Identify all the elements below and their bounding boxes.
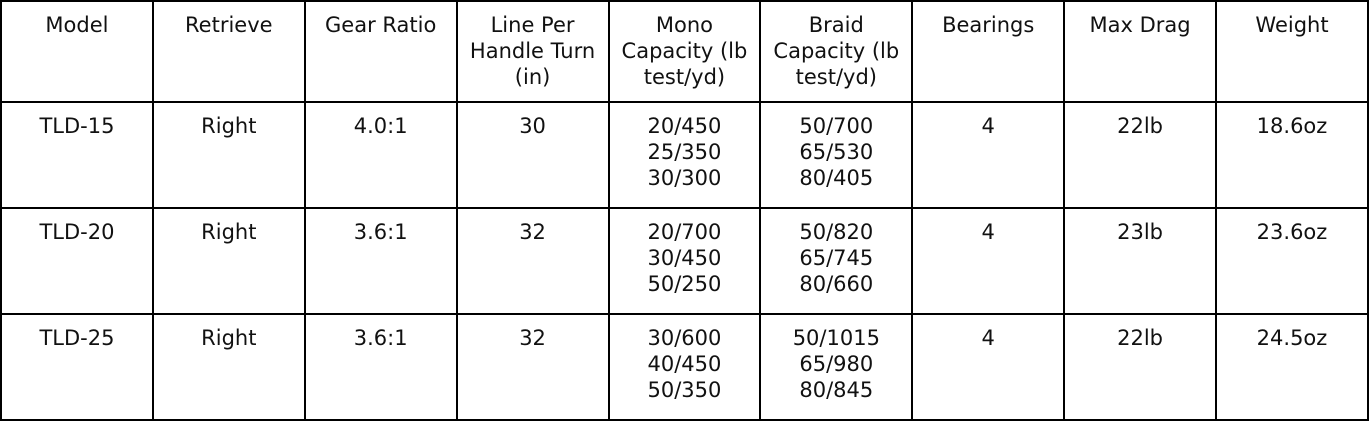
table-cell: TLD-25 xyxy=(0,313,154,421)
cell-line: 65/980 xyxy=(799,352,874,376)
table-row: TLD-20 Right 3.6:1 32 20/700 30/450 50/250 50/8… xyxy=(0,207,1369,315)
cell-line: Right xyxy=(201,114,257,138)
table-cell: 23lb xyxy=(1063,207,1217,315)
cell-line: 4 xyxy=(981,114,995,138)
table-cell: 24.5oz xyxy=(1215,313,1369,421)
cell-line: 65/530 xyxy=(799,140,874,164)
table-cell: 32 xyxy=(455,207,610,315)
cell-line: 3.6:1 xyxy=(353,326,408,350)
cell-line: 4 xyxy=(981,326,995,350)
table-cell: 23.6oz xyxy=(1215,207,1369,315)
cell-line: 3.6:1 xyxy=(353,220,408,244)
table-cell: 50/1015 65/980 80/845 xyxy=(759,313,914,421)
column-header: Weight xyxy=(1215,0,1369,103)
table-cell: 50/820 65/745 80/660 xyxy=(759,207,914,315)
column-header: Model xyxy=(0,0,154,103)
cell-line: Right xyxy=(201,220,257,244)
table-cell: 4 xyxy=(911,207,1066,315)
column-header: Bearings xyxy=(911,0,1066,103)
table-cell: 22lb xyxy=(1063,101,1217,209)
table-row: TLD-15 Right 4.0:1 30 20/450 25/350 30/300 50/7… xyxy=(0,101,1369,209)
cell-line: 50/820 xyxy=(799,220,874,244)
column-header: Retrieve xyxy=(151,0,306,103)
cell-line: 50/700 xyxy=(799,114,874,138)
table-cell: 4 xyxy=(911,101,1066,209)
table-cell: TLD-15 xyxy=(0,101,154,209)
cell-line: 25/350 xyxy=(647,140,722,164)
table-cell: 4 xyxy=(911,313,1066,421)
table-cell: 32 xyxy=(455,313,610,421)
table-cell: Right xyxy=(151,313,306,421)
cell-line: 80/405 xyxy=(799,166,874,190)
cell-line: 30/600 xyxy=(647,326,722,350)
cell-line: 50/1015 xyxy=(792,326,880,350)
table-cell: 18.6oz xyxy=(1215,101,1369,209)
column-header: Line Per Handle Turn (in) xyxy=(455,0,610,103)
table-cell: Right xyxy=(151,207,306,315)
cell-line: 23lb xyxy=(1117,220,1163,244)
column-header: Mono Capacity (lb test/yd) xyxy=(607,0,762,103)
cell-line: 22lb xyxy=(1117,114,1163,138)
cell-line: 20/700 xyxy=(647,220,722,244)
cell-line: 80/845 xyxy=(799,378,874,402)
cell-line: 40/450 xyxy=(647,352,722,376)
table-cell: 4.0:1 xyxy=(303,101,458,209)
cell-line: 30 xyxy=(519,114,546,138)
cell-line: 24.5oz xyxy=(1256,326,1328,350)
table-cell: 20/450 25/350 30/300 xyxy=(607,101,762,209)
table-body: TLD-15 Right 4.0:1 30 20/450 25/350 30/300 50/7… xyxy=(0,101,1369,421)
table-cell: 50/700 65/530 80/405 xyxy=(759,101,914,209)
table-cell: 30 xyxy=(455,101,610,209)
cell-line: 50/250 xyxy=(647,272,722,296)
header-row: Model Retrieve Gear Ratio Line Per Handle T… xyxy=(0,0,1369,103)
cell-line: 65/745 xyxy=(799,246,874,270)
table-row: TLD-25 Right 3.6:1 32 30/600 40/450 50/350 50/1… xyxy=(0,313,1369,421)
table-cell: 3.6:1 xyxy=(303,207,458,315)
cell-line: 4.0:1 xyxy=(353,114,408,138)
cell-line: 23.6oz xyxy=(1256,220,1328,244)
table-cell: TLD-20 xyxy=(0,207,154,315)
cell-line: TLD-20 xyxy=(39,220,115,244)
cell-line: 18.6oz xyxy=(1256,114,1328,138)
cell-line: Right xyxy=(201,326,257,350)
table-cell: Right xyxy=(151,101,306,209)
cell-line: 22lb xyxy=(1117,326,1163,350)
column-header: Max Drag xyxy=(1063,0,1217,103)
table-cell: 20/700 30/450 50/250 xyxy=(607,207,762,315)
cell-line: TLD-15 xyxy=(39,114,115,138)
cell-line: 80/660 xyxy=(799,272,874,296)
column-header: Braid Capacity (lb test/yd) xyxy=(759,0,914,103)
cell-line: 4 xyxy=(981,220,995,244)
cell-line: 50/350 xyxy=(647,378,722,402)
table-cell: 30/600 40/450 50/350 xyxy=(607,313,762,421)
cell-line: 32 xyxy=(519,220,546,244)
column-header: Gear Ratio xyxy=(303,0,458,103)
cell-line: TLD-25 xyxy=(39,326,115,350)
cell-line: 30/450 xyxy=(647,246,722,270)
cell-line: 32 xyxy=(519,326,546,350)
table-cell: 3.6:1 xyxy=(303,313,458,421)
table-cell: 22lb xyxy=(1063,313,1217,421)
cell-line: 30/300 xyxy=(647,166,722,190)
cell-line: 20/450 xyxy=(647,114,722,138)
